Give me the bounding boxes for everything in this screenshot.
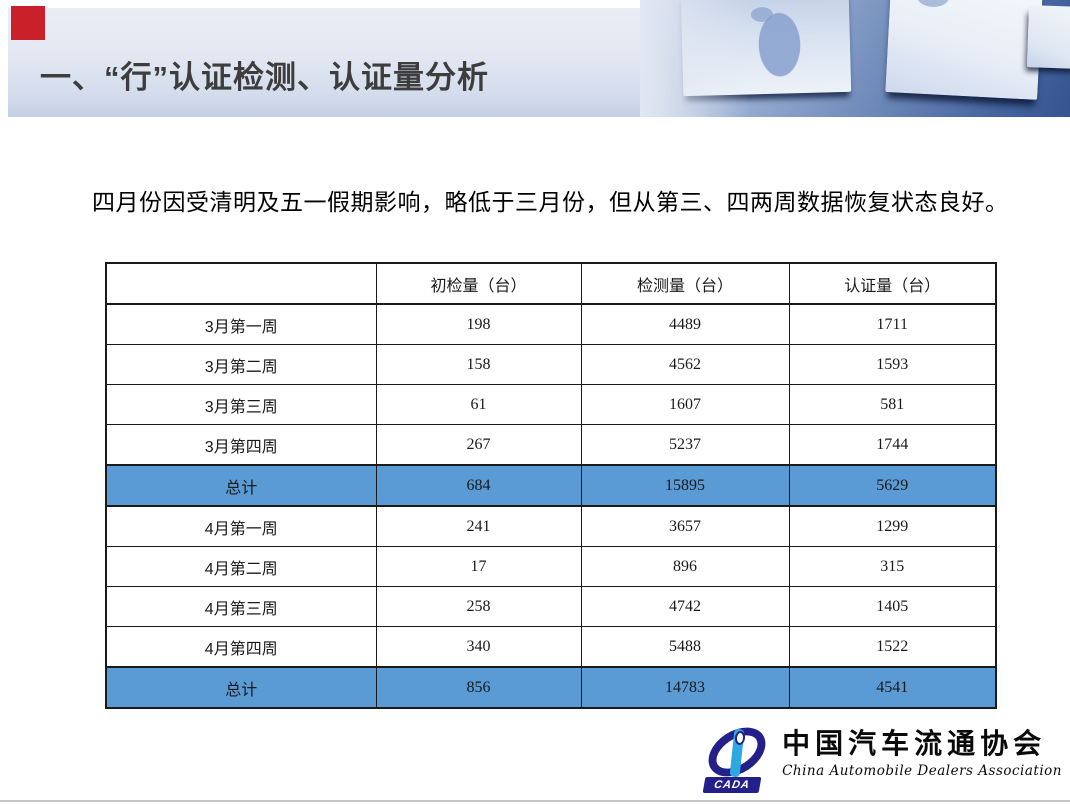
row-label: 4月第一周 [105,505,377,547]
table-cell: 5629 [788,464,997,507]
row-label: 3月第二周 [105,344,377,385]
cube-graphic-right [1026,5,1070,69]
table-total-row-april: 总计 856 14783 4541 [105,666,997,709]
table-cell: 241 [375,505,582,547]
slide-title: 一、“行”认证检测、认证量分析 [40,60,489,95]
row-label: 总计 [105,464,377,507]
table-cell: 1711 [788,303,997,345]
table-cell: 267 [375,424,582,466]
table-cell: 198 [375,303,582,345]
column-header: 认证量（台） [788,262,997,305]
row-label: 4月第四周 [105,626,377,668]
table-cell: 684 [375,464,582,507]
table-cell: 1607 [580,384,790,425]
table-cell: 581 [788,384,997,425]
column-header [105,262,377,305]
table-cell: 4489 [580,303,790,345]
table-header-row: 初检量（台） 检测量（台） 认证量（台） [105,262,997,305]
red-square-marker [11,6,45,40]
table-row: 4月第一周 241 3657 1299 [105,505,997,547]
table-cell: 896 [580,546,790,587]
row-label: 3月第一周 [105,303,377,345]
row-label: 4月第三周 [105,586,377,627]
table-row: 4月第四周 340 5488 1522 [105,626,997,668]
table-cell: 4562 [580,344,790,385]
table-row: 3月第四周 267 5237 1744 [105,424,997,466]
table-cell: 5488 [580,626,790,668]
table-cell: 856 [375,666,582,709]
table-cell: 1405 [788,586,997,627]
slide-bottom-edge [0,800,1070,802]
table-cell: 1744 [788,424,997,466]
table-cell: 258 [375,586,582,627]
cada-logo: CADA 中国汽车流通协会 China Automobile Dealers A… [699,717,1062,799]
logo-name-zh: 中国汽车流通协会 [782,727,1047,760]
table-cell: 315 [788,546,997,587]
table-row: 3月第二周 158 4562 1593 [105,344,997,385]
row-label: 3月第四周 [105,424,377,466]
logo-text-block: 中国汽车流通协会 China Automobile Dealers Associ… [782,727,1062,779]
banner-cubes-photo [640,0,1070,117]
cube-graphic-center [885,0,1043,100]
row-label: 4月第二周 [105,546,377,587]
table-cell: 17 [375,546,582,587]
table-row: 3月第三周 61 1607 581 [105,384,997,425]
logo-acronym-badge: CADA [702,777,762,793]
row-label: 总计 [105,666,377,709]
column-header: 初检量（台） [375,262,582,305]
column-header: 检测量（台） [580,262,790,305]
table-cell: 3657 [580,505,790,547]
table-cell: 4742 [580,586,790,627]
table-cell: 340 [375,626,582,668]
table-cell: 14783 [580,666,790,709]
table-cell: 4541 [788,666,997,709]
row-label: 3月第三周 [105,384,377,425]
table-total-row-march: 总计 684 15895 5629 [105,464,997,507]
table-row: 3月第一周 198 4489 1711 [105,303,997,345]
table-cell: 1299 [788,505,997,547]
cada-logo-mark-icon: CADA [699,717,775,795]
table-cell: 1593 [788,344,997,385]
data-table: 初检量（台） 检测量（台） 认证量（台） 3月第一周 198 4489 1711… [105,262,997,709]
logo-name-en: China Automobile Dealers Association [782,762,1062,779]
photo-fade-overlay [640,0,750,117]
table-cell: 1522 [788,626,997,668]
table-cell: 61 [375,384,582,425]
table-cell: 158 [375,344,582,385]
table-row: 4月第二周 17 896 315 [105,546,997,587]
slide-subtitle: 四月份因受清明及五一假期影响，略低于三月份，但从第三、四两周数据恢复状态良好。 [92,189,1009,215]
table-row: 4月第三周 258 4742 1405 [105,586,997,627]
table-cell: 15895 [580,464,790,507]
table-cell: 5237 [580,424,790,466]
